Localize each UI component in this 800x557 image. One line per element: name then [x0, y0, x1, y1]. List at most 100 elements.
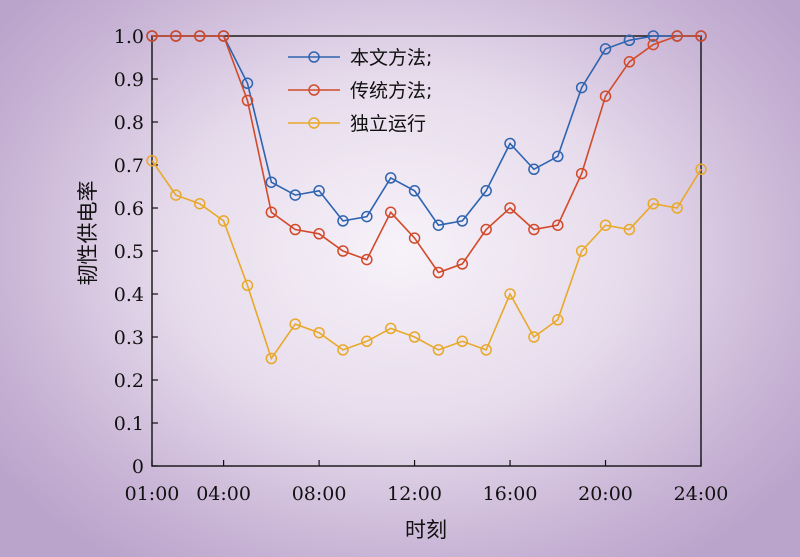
- data-point: [313, 185, 325, 197]
- data-point: [504, 137, 516, 150]
- data-point: [170, 30, 182, 42]
- data-point: [265, 352, 278, 365]
- data-point: [289, 189, 301, 201]
- data-point: [432, 344, 445, 356]
- data-point: [575, 81, 588, 94]
- x-axis: 01:00 04:00 08:00 12:00 16:00 20:00 24:00: [125, 460, 729, 505]
- data-point: [528, 223, 540, 236]
- data-point: [193, 197, 206, 210]
- data-point: [432, 266, 445, 279]
- legend-swatch-marker: [308, 51, 320, 63]
- x-tick-label: 20:00: [578, 483, 633, 505]
- y-tick-label: 0.5: [114, 241, 144, 263]
- data-point: [647, 38, 660, 51]
- y-tick-label: 0.8: [114, 112, 144, 134]
- data-point: [217, 30, 230, 42]
- y-tick-label: 0: [132, 456, 144, 478]
- data-point: [408, 185, 421, 197]
- data-point: [289, 223, 301, 236]
- data-point: [217, 215, 230, 227]
- y-tick-label: 0.2: [114, 370, 144, 392]
- data-point: [552, 219, 564, 231]
- data-point: [265, 176, 278, 188]
- data-point: [408, 331, 421, 343]
- data-point: [480, 185, 492, 197]
- data-point: [671, 202, 683, 214]
- data-point: [504, 288, 516, 300]
- data-point: [695, 163, 707, 176]
- data-point: [599, 90, 612, 102]
- series-3: [146, 154, 707, 365]
- legend-label: 传统方法;: [350, 80, 432, 102]
- series-line: [152, 35, 701, 274]
- data-point: [623, 223, 636, 236]
- y-axis-title: 韧性供电率: [76, 181, 100, 286]
- y-tick-label: 0.9: [114, 69, 144, 91]
- legend-label: 独立运行: [350, 113, 426, 135]
- data-point: [384, 322, 397, 335]
- data-point: [241, 279, 254, 292]
- data-point: [599, 219, 612, 231]
- data-point: [575, 245, 588, 257]
- data-point: [193, 30, 206, 42]
- legend-item: 传统方法;: [288, 80, 432, 102]
- x-tick-label: 12:00: [387, 483, 442, 505]
- data-point: [361, 253, 373, 266]
- data-point: [456, 258, 469, 270]
- data-point: [337, 344, 349, 356]
- data-point: [241, 94, 254, 107]
- data-point: [647, 30, 660, 42]
- data-point: [671, 30, 683, 42]
- legend-swatch-marker: [308, 117, 320, 129]
- y-tick-label: 0.3: [114, 327, 144, 349]
- data-point: [241, 77, 254, 90]
- series-line: [151, 160, 702, 361]
- data-point: [361, 335, 373, 348]
- data-point: [146, 30, 158, 42]
- x-tick-label: 08:00: [292, 483, 347, 505]
- data-point: [599, 43, 612, 55]
- data-point: [504, 202, 516, 214]
- x-tick-label: 01:00: [125, 483, 180, 505]
- x-tick-label: 16:00: [483, 483, 538, 505]
- legend-item: 独立运行: [288, 113, 426, 135]
- y-tick-label: 0.7: [114, 155, 144, 177]
- data-point: [289, 318, 301, 330]
- data-point: [384, 206, 397, 219]
- data-point: [552, 150, 564, 163]
- data-point: [456, 215, 469, 227]
- series-line: [152, 35, 701, 227]
- data-point: [552, 314, 564, 326]
- legend-swatch-marker: [308, 84, 320, 96]
- legend: 本文方法; 传统方法; 独立运行: [288, 47, 432, 135]
- data-point: [528, 331, 540, 343]
- legend-label: 本文方法;: [350, 47, 432, 69]
- y-axis: 0 0.1 0.2 0.3 0.4 0.5 0.6 0.7 0.8 0.9 1.0: [114, 26, 158, 478]
- y-tick-label: 1.0: [114, 26, 144, 48]
- legend-item: 本文方法;: [288, 47, 432, 69]
- data-point: [480, 344, 492, 356]
- data-point: [456, 335, 469, 348]
- y-tick-label: 0.4: [114, 284, 144, 306]
- data-point: [432, 219, 445, 231]
- data-point: [384, 172, 397, 184]
- data-point: [313, 228, 325, 240]
- x-tick-label: 24:00: [674, 483, 729, 505]
- series-2: [146, 30, 707, 279]
- data-point: [337, 215, 349, 227]
- data-point: [265, 206, 278, 219]
- data-point: [146, 154, 158, 167]
- data-point: [575, 167, 588, 180]
- data-point: [408, 232, 421, 244]
- data-point: [623, 34, 636, 47]
- x-tick-label: 04:00: [196, 483, 251, 505]
- data-point: [647, 197, 660, 210]
- data-point: [623, 56, 636, 68]
- x-axis-title: 时刻: [405, 518, 447, 542]
- data-point: [695, 30, 707, 42]
- data-point: [170, 189, 182, 201]
- data-point: [313, 326, 325, 339]
- data-point: [528, 163, 540, 176]
- series-layer: [146, 30, 707, 365]
